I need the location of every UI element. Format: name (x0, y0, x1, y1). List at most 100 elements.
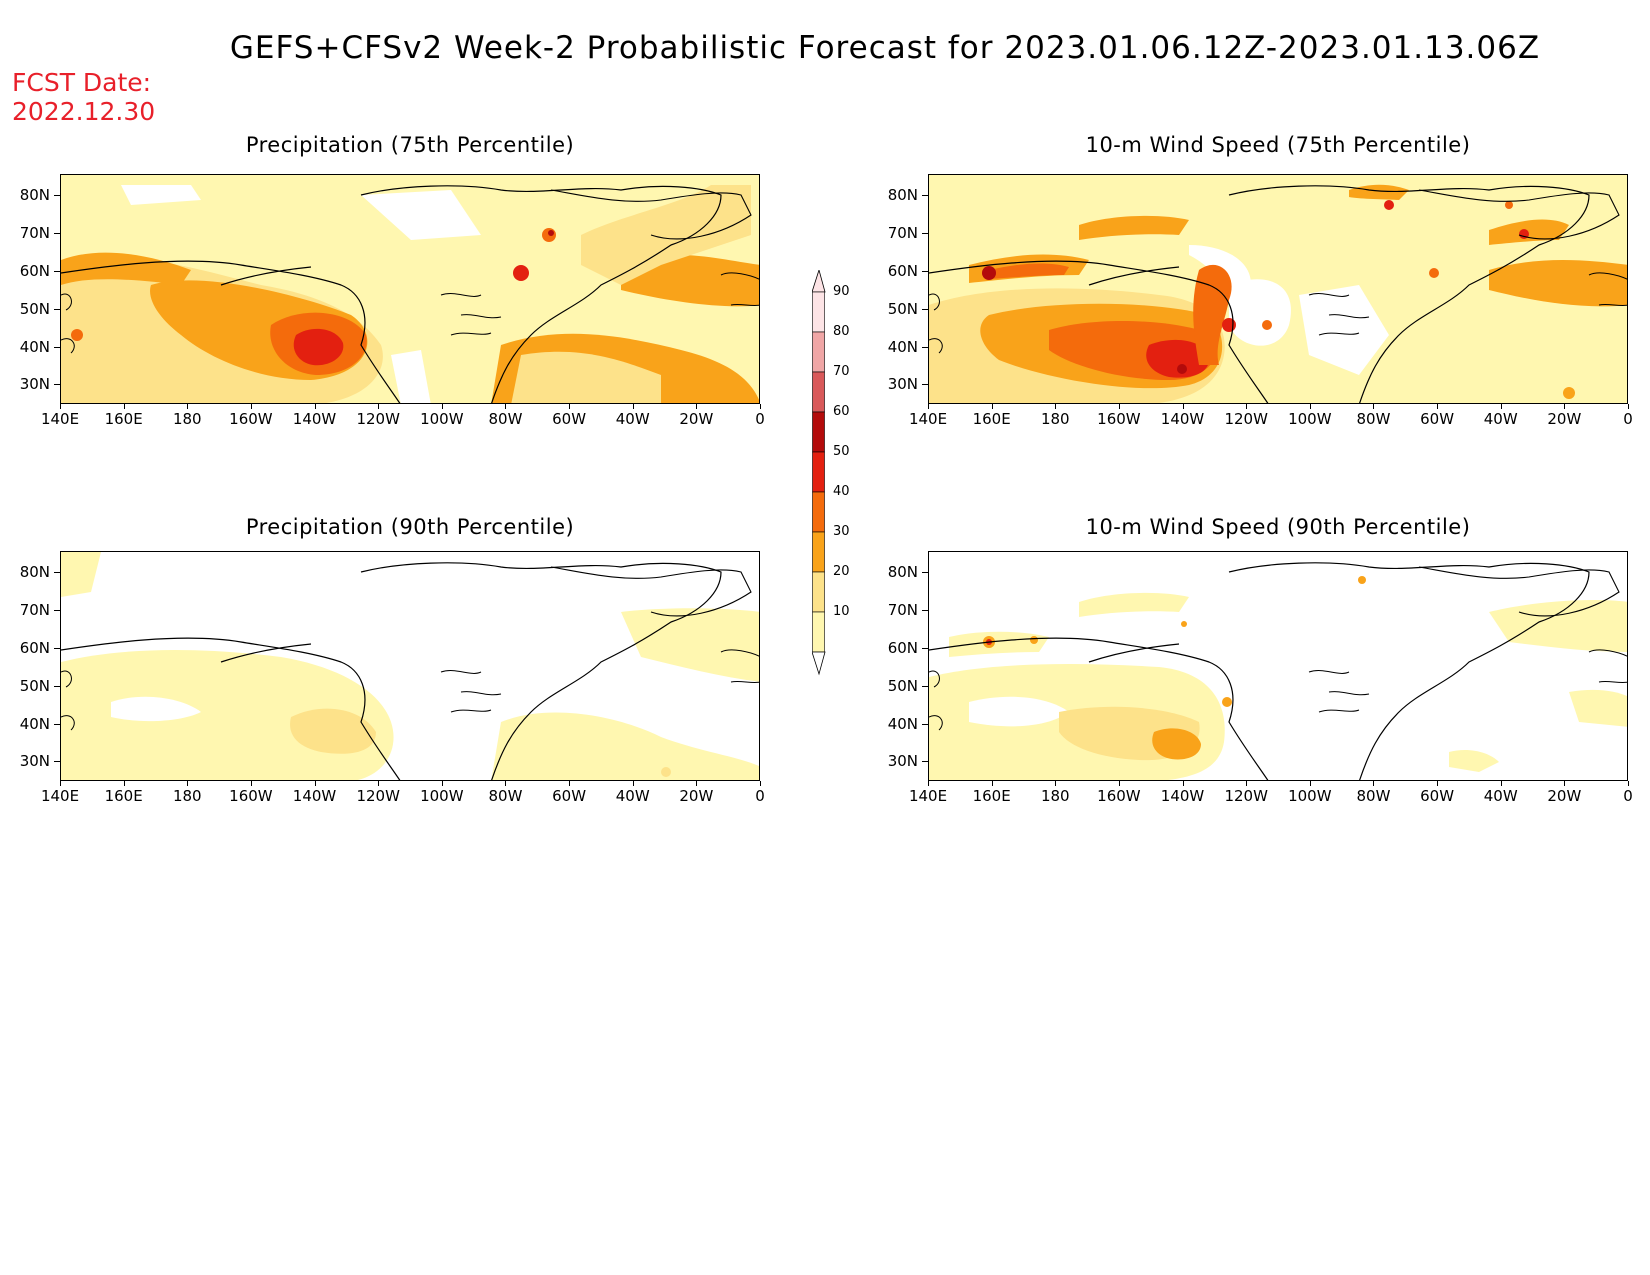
lon-tick-label: 180 (172, 787, 202, 805)
lon-tick-mark (1564, 404, 1566, 409)
lon-tick-label: 140W (1160, 787, 1205, 805)
lat-tick-mark (54, 384, 60, 386)
lon-tick-label: 160W (229, 787, 273, 805)
lat-tick-mark (54, 232, 60, 234)
lon-tick-label: 100W (1288, 410, 1332, 428)
lat-tick-label: 70N (887, 223, 918, 242)
lon-tick-label: 120W (1224, 410, 1268, 428)
lon-tick-mark (1628, 781, 1629, 786)
colorbar-level-label: 90 (833, 284, 850, 299)
lat-tick-label: 70N (19, 600, 50, 619)
lat-tick-mark (54, 571, 60, 573)
lat-tick-mark (54, 761, 60, 763)
lon-tick-mark (1500, 404, 1502, 409)
lon-tick-mark (250, 781, 252, 786)
lon-tick-label: 140W (292, 410, 337, 428)
lat-tick-mark (922, 384, 928, 386)
panel-title-precip75: Precipitation (75th Percentile) (245, 133, 575, 157)
lon-tick-label: 140E (908, 787, 948, 805)
lon-tick-mark (314, 781, 316, 786)
lon-tick-mark (1309, 781, 1311, 786)
lon-tick-mark (1373, 781, 1375, 786)
lat-tick-label: 40N (887, 337, 918, 356)
lon-tick-label: 160W (1097, 410, 1141, 428)
lon-tick-mark (1437, 404, 1439, 409)
lon-tick-label: 60W (1420, 787, 1455, 805)
lat-tick-mark (922, 609, 928, 611)
lon-tick-label: 100W (420, 787, 464, 805)
lon-tick-mark (1055, 781, 1057, 786)
lon-tick-label: 180 (172, 410, 202, 428)
lat-tick-label: 80N (19, 185, 50, 204)
lat-tick-label: 70N (19, 223, 50, 242)
colorbar-level-label: 30 (833, 524, 850, 539)
lat-tick-mark (922, 308, 928, 310)
lon-tick-label: 160E (104, 787, 143, 805)
colorbar-level-label: 70 (833, 364, 850, 379)
colorbar-level-label: 50 (833, 444, 850, 459)
lon-tick-mark (569, 404, 571, 409)
lon-tick-mark (505, 781, 507, 786)
lat-tick-mark (922, 232, 928, 234)
lon-tick-mark (1373, 404, 1375, 409)
main-title: GEFS+CFSv2 Week-2 Probabilistic Forecast… (229, 30, 1541, 66)
map-wind90 (928, 551, 1628, 781)
lat-tick-mark (54, 346, 60, 348)
lon-tick-mark (760, 404, 761, 409)
lon-tick-mark (696, 404, 698, 409)
colorbar-graphic (812, 270, 826, 676)
colorbar-level-label: 10 (833, 604, 850, 619)
lon-tick-label: 80W (488, 787, 523, 805)
lat-tick-mark (54, 194, 60, 196)
lon-tick-label: 120W (356, 787, 400, 805)
lon-tick-label: 140E (908, 410, 948, 428)
lon-tick-mark (632, 781, 634, 786)
lon-tick-label: 0 (755, 787, 765, 805)
lat-tick-mark (54, 723, 60, 725)
lon-tick-label: 180 (1040, 787, 1070, 805)
lat-tick-mark (54, 308, 60, 310)
lat-tick-label: 30N (19, 375, 50, 394)
map-wind75 (928, 174, 1628, 404)
lon-tick-mark (928, 404, 929, 409)
lon-tick-mark (1437, 781, 1439, 786)
fcst-date-block: FCST Date: 2022.12.30 (12, 68, 155, 126)
lat-tick-mark (922, 723, 928, 725)
map-wind75-graphic (929, 175, 1627, 403)
colorbar-level-label: 40 (833, 484, 850, 499)
lat-tick-label: 60N (19, 261, 50, 280)
lon-tick-label: 120W (1224, 787, 1268, 805)
lat-tick-mark (54, 609, 60, 611)
lon-tick-label: 140W (1160, 410, 1205, 428)
lon-tick-label: 60W (552, 410, 587, 428)
lon-tick-mark (1182, 781, 1184, 786)
lon-tick-mark (314, 404, 316, 409)
lon-tick-label: 160E (972, 787, 1011, 805)
lon-tick-label: 40W (615, 410, 650, 428)
lon-tick-mark (187, 404, 189, 409)
lon-tick-label: 0 (755, 410, 765, 428)
lat-tick-mark (922, 571, 928, 573)
lat-tick-label: 50N (887, 676, 918, 695)
lon-tick-mark (123, 404, 125, 409)
panel-title-wind90: 10-m Wind Speed (90th Percentile) (1085, 515, 1471, 539)
lon-tick-mark (441, 781, 443, 786)
lon-tick-label: 20W (679, 410, 714, 428)
map-precip75-graphic (61, 175, 759, 403)
lat-tick-label: 30N (887, 375, 918, 394)
lat-tick-label: 50N (887, 299, 918, 318)
lat-tick-label: 50N (19, 676, 50, 695)
lon-tick-label: 20W (1547, 410, 1582, 428)
lon-tick-label: 140E (40, 410, 80, 428)
lat-tick-label: 80N (887, 562, 918, 581)
lon-tick-label: 100W (1288, 787, 1332, 805)
lat-tick-mark (54, 647, 60, 649)
lon-tick-mark (60, 781, 61, 786)
lon-tick-mark (928, 781, 929, 786)
lon-tick-mark (378, 404, 380, 409)
lon-tick-label: 20W (679, 787, 714, 805)
lon-tick-label: 80W (1356, 787, 1391, 805)
lon-tick-label: 140E (40, 787, 80, 805)
lon-tick-label: 80W (1356, 410, 1391, 428)
lon-tick-mark (1309, 404, 1311, 409)
